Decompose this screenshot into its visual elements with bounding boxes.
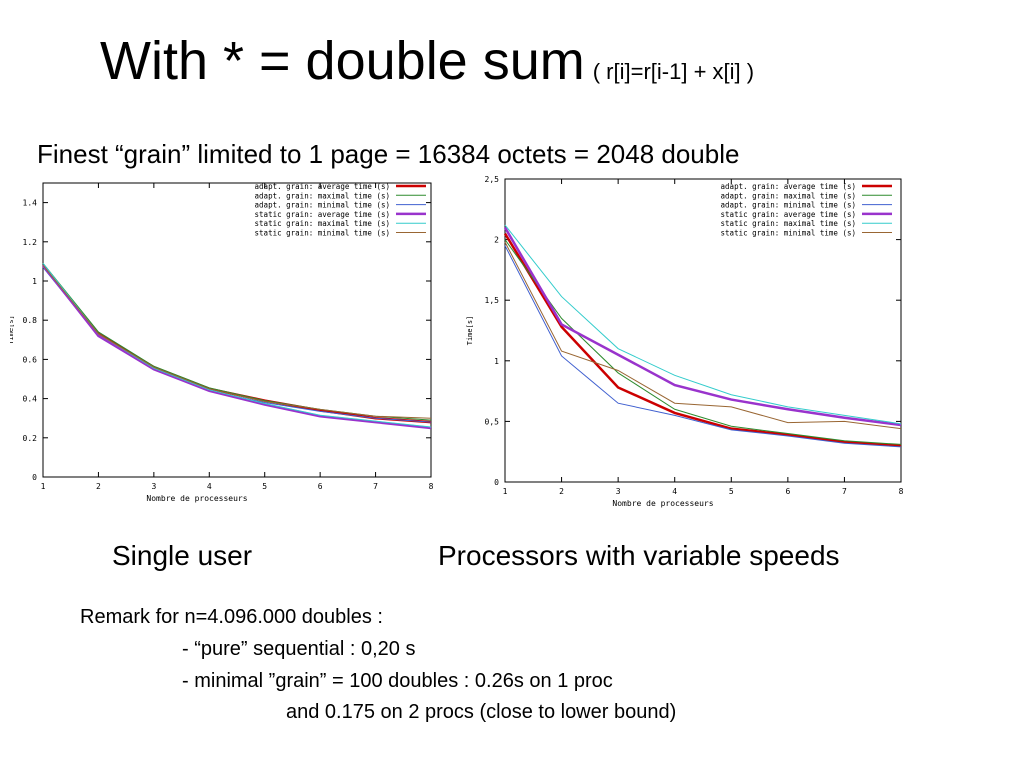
legend-label: static grain: maximal time (s) (721, 219, 856, 228)
plot-frame (504, 178, 902, 483)
series-line (503, 232, 902, 447)
legend-label: adapt. grain: minimal time (s) (255, 201, 390, 210)
title-main: With * = double sum (100, 31, 585, 91)
x-tick-label: 7 (842, 487, 847, 496)
x-tick-label: 7 (373, 482, 378, 491)
chart-single-user: 0 0.2 0.4 0.6 0.8 1 1.2 1.4 1 2 3 4 5 6 7 8 Nombre de pr… (10, 182, 434, 503)
remark-line-3: - minimal ”grain” = 100 doubles : 0.26s … (182, 670, 613, 692)
y-axis-label: Time[s] (10, 315, 15, 345)
legend-label: adapt. grain: average time (s) (255, 182, 390, 191)
x-tick-label: 6 (318, 482, 323, 491)
series-line (42, 263, 432, 428)
y-tick-label: 0.4 (23, 395, 38, 404)
x-axis-label: Nombre de processeurs (146, 494, 247, 503)
series-line (504, 241, 902, 430)
x-tick-label: 3 (616, 487, 621, 496)
remark-line-2: - “pure” sequential : 0,20 s (182, 638, 416, 660)
y-tick-label: 0.2 (23, 434, 38, 443)
x-tick-label: 1 (41, 482, 46, 491)
legend-label: adapt. grain: maximal time (s) (721, 191, 856, 200)
legend-label: static grain: minimal time (s) (721, 229, 856, 238)
x-tick-label: 5 (729, 487, 734, 496)
caption-variable-speeds: Processors with variable speeds (438, 540, 840, 571)
y-tick-label: 1 (32, 277, 37, 286)
x-tick-label: 2 (559, 487, 564, 496)
x-tick-label: 2 (96, 482, 101, 491)
slide-title: With * = double sum ( r[i]=r[i-1] + x[i] … (100, 30, 754, 92)
slide-subtitle: Finest “grain” limited to 1 page = 16384… (37, 139, 740, 169)
series-line (42, 265, 432, 419)
y-tick-label: 0 (494, 478, 499, 487)
caption-single-user: Single user (112, 540, 253, 571)
x-tick-label: 3 (151, 482, 156, 491)
remark-line-4: and 0.175 on 2 procs (close to lower bou… (286, 701, 677, 723)
title-formula: ( r[i]=r[i-1] + x[i] ) (592, 59, 755, 84)
x-tick-label: 1 (503, 487, 508, 496)
series-line (504, 245, 902, 448)
y-tick-label: 2 (494, 236, 499, 245)
series-line (503, 226, 902, 427)
y-tick-label: 1 (494, 357, 499, 366)
legend-label: static grain: average time (s) (255, 210, 390, 219)
legend-label: static grain: average time (s) (721, 210, 856, 219)
x-tick-label: 4 (207, 482, 212, 491)
y-tick-label: 0,5 (485, 417, 500, 426)
x-tick-label: 4 (672, 487, 677, 496)
y-tick-label: 1.4 (23, 199, 38, 208)
series-line (504, 224, 902, 425)
chart-variable-speeds: 0 0,5 1 1,5 2 2,5 1 2 3 4 5 6 7 8 Nombre de processeur… (466, 175, 904, 508)
x-tick-label: 6 (785, 487, 790, 496)
plot-frame (42, 182, 432, 478)
x-tick-label: 8 (429, 482, 434, 491)
legend-label: adapt. grain: minimal time (s) (721, 201, 856, 210)
y-tick-label: 1.2 (23, 238, 38, 247)
series-line (504, 239, 902, 445)
x-tick-label: 5 (262, 482, 267, 491)
legend-label: adapt. grain: maximal time (s) (255, 191, 390, 200)
legend-label: static grain: minimal time (s) (255, 229, 390, 238)
y-tick-label: 2,5 (485, 175, 500, 184)
legend-label: adapt. grain: average time (s) (721, 182, 856, 191)
x-axis-label: Nombre de processeurs (612, 499, 713, 508)
y-axis-label: Time[s] (466, 316, 474, 346)
y-tick-label: 0 (32, 473, 37, 482)
legend-label: static grain: maximal time (s) (255, 219, 390, 228)
series-line (42, 264, 432, 430)
y-tick-label: 0.8 (23, 316, 38, 325)
remark-line-1: Remark for n=4.096.000 doubles : (80, 606, 383, 628)
y-tick-label: 0.6 (23, 355, 38, 364)
y-tick-label: 1,5 (485, 296, 500, 305)
x-tick-label: 8 (899, 487, 904, 496)
